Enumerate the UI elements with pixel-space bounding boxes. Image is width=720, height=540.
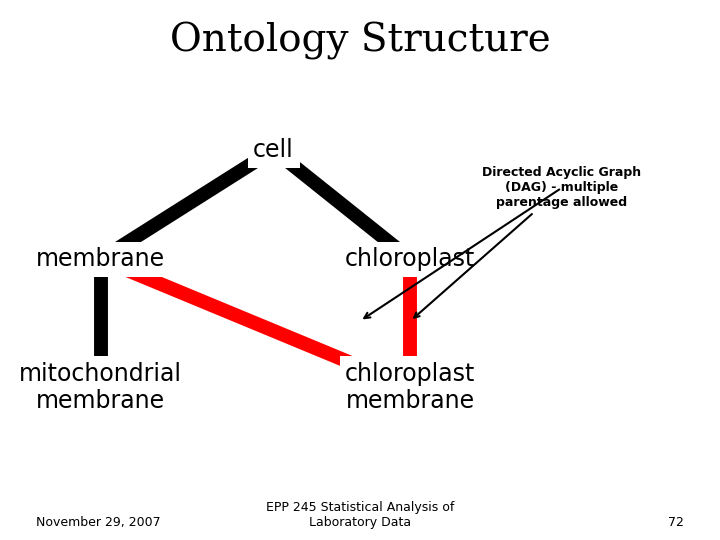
Text: November 29, 2007: November 29, 2007 [36,516,161,529]
Text: Directed Acyclic Graph
(DAG) - multiple
parentage allowed: Directed Acyclic Graph (DAG) - multiple … [414,166,642,318]
Text: 72: 72 [668,516,684,529]
Text: Ontology Structure: Ontology Structure [170,22,550,59]
Text: membrane: membrane [36,247,166,271]
Text: EPP 245 Statistical Analysis of
Laboratory Data: EPP 245 Statistical Analysis of Laborato… [266,501,454,529]
Text: chloroplast
membrane: chloroplast membrane [345,362,476,414]
Text: cell: cell [253,138,294,162]
Text: mitochondrial
membrane: mitochondrial membrane [19,362,182,414]
Text: chloroplast: chloroplast [345,247,476,271]
